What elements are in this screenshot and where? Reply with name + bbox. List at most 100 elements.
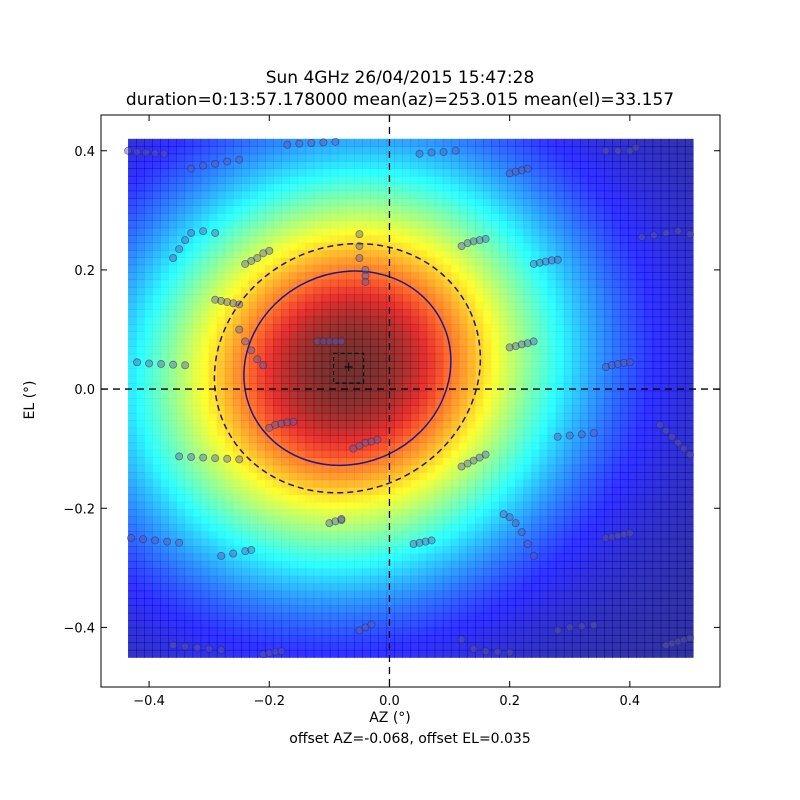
- scan-point: [223, 454, 232, 463]
- scan-points: [124, 137, 694, 659]
- scan-point: [601, 363, 610, 372]
- scan-point: [547, 256, 556, 265]
- scan-point: [205, 644, 214, 653]
- scan-point: [289, 417, 298, 426]
- scan-point: [313, 337, 322, 346]
- scan-point: [667, 639, 676, 648]
- scan-point: [673, 438, 682, 447]
- scan-point: [553, 626, 562, 635]
- scan-point: [613, 146, 622, 155]
- scan-point: [325, 519, 334, 528]
- scan-point: [211, 228, 220, 237]
- scan-point: [685, 450, 694, 459]
- scan-point: [187, 228, 196, 237]
- scan-point: [673, 227, 682, 236]
- chart-title: Sun 4GHz 26/04/2015 15:47:28: [265, 68, 535, 88]
- scan-point: [331, 337, 340, 346]
- scan-point: [469, 237, 478, 246]
- scan-point: [199, 227, 208, 236]
- scan-point: [193, 643, 202, 652]
- scan-point: [685, 230, 694, 239]
- scan-point: [229, 299, 238, 308]
- scan-point: [451, 146, 460, 155]
- scan-point: [589, 621, 598, 630]
- scan-point: [439, 147, 448, 156]
- scan-point: [607, 532, 616, 541]
- scan-point: [505, 513, 514, 522]
- scan-point: [160, 149, 169, 158]
- scan-point: [187, 164, 196, 173]
- scan-point: [409, 540, 418, 549]
- scan-point: [229, 549, 238, 558]
- scan-point: [211, 454, 220, 463]
- scan-point: [613, 531, 622, 540]
- scan-point: [613, 360, 622, 369]
- scan-point: [415, 538, 424, 547]
- x-tick-label: −0.4: [133, 694, 165, 709]
- scan-point: [469, 644, 478, 653]
- scan-point: [199, 453, 208, 462]
- scan-point: [523, 540, 532, 549]
- scan-point: [655, 420, 664, 429]
- scan-point: [361, 438, 370, 447]
- scan-point: [265, 246, 274, 255]
- scan-point: [553, 255, 562, 264]
- scan-point: [631, 143, 640, 152]
- scan-point: [217, 296, 226, 305]
- scan-point: [625, 529, 634, 538]
- heatmap: [128, 138, 694, 658]
- scan-point: [199, 161, 208, 170]
- scan-point: [337, 514, 346, 523]
- scan-point: [355, 253, 364, 262]
- offset-caption: offset AZ=-0.068, offset EL=0.035: [289, 731, 531, 747]
- scan-point: [169, 360, 178, 369]
- scan-point: [253, 355, 262, 364]
- scan-point: [271, 420, 280, 429]
- center-box: [332, 352, 365, 384]
- scan-point: [577, 622, 586, 631]
- scan-point: [337, 337, 346, 346]
- scan-point: [517, 166, 526, 175]
- scan-point: [601, 534, 610, 543]
- scan-point: [367, 437, 376, 446]
- scan-point: [124, 146, 133, 155]
- scan-point: [361, 271, 370, 280]
- scan-point: [217, 646, 226, 655]
- scan-point: [601, 146, 610, 155]
- scan-point: [175, 538, 184, 547]
- scan-point: [277, 647, 286, 656]
- scan-point: [139, 535, 148, 544]
- scan-point: [565, 623, 574, 632]
- y-tick-label: 0.2: [74, 264, 95, 279]
- beam-ellipses: +: [213, 242, 482, 494]
- y-tick-label: −0.4: [63, 621, 95, 636]
- scan-point: [307, 139, 316, 148]
- scan-point: [481, 450, 490, 459]
- x-tick-label: −0.2: [253, 694, 285, 709]
- scan-point: [265, 649, 274, 658]
- scan-point: [223, 298, 232, 307]
- scan-point: [661, 426, 670, 435]
- scan-point: [235, 455, 244, 464]
- outer-beam-ellipse: [213, 242, 482, 494]
- scan-point: [277, 419, 286, 428]
- scan-point: [175, 245, 184, 254]
- scan-point: [259, 650, 268, 659]
- scan-point: [493, 647, 502, 656]
- scan-point: [235, 325, 244, 334]
- scan-point: [133, 358, 142, 367]
- scan-point: [169, 253, 178, 262]
- scan-point: [679, 635, 688, 644]
- scan-point: [259, 249, 268, 258]
- scan-point: [181, 236, 190, 245]
- scan-point: [529, 337, 538, 346]
- scan-point: [361, 265, 370, 274]
- scan-point: [355, 242, 364, 251]
- plot-frame: [100, 114, 721, 688]
- center-marker: +: [343, 360, 354, 375]
- scan-point: [667, 432, 676, 441]
- chart-subtitle: duration=0:13:57.178000 mean(az)=253.015…: [125, 90, 675, 110]
- scan-point: [427, 536, 436, 545]
- scan-point: [565, 431, 574, 440]
